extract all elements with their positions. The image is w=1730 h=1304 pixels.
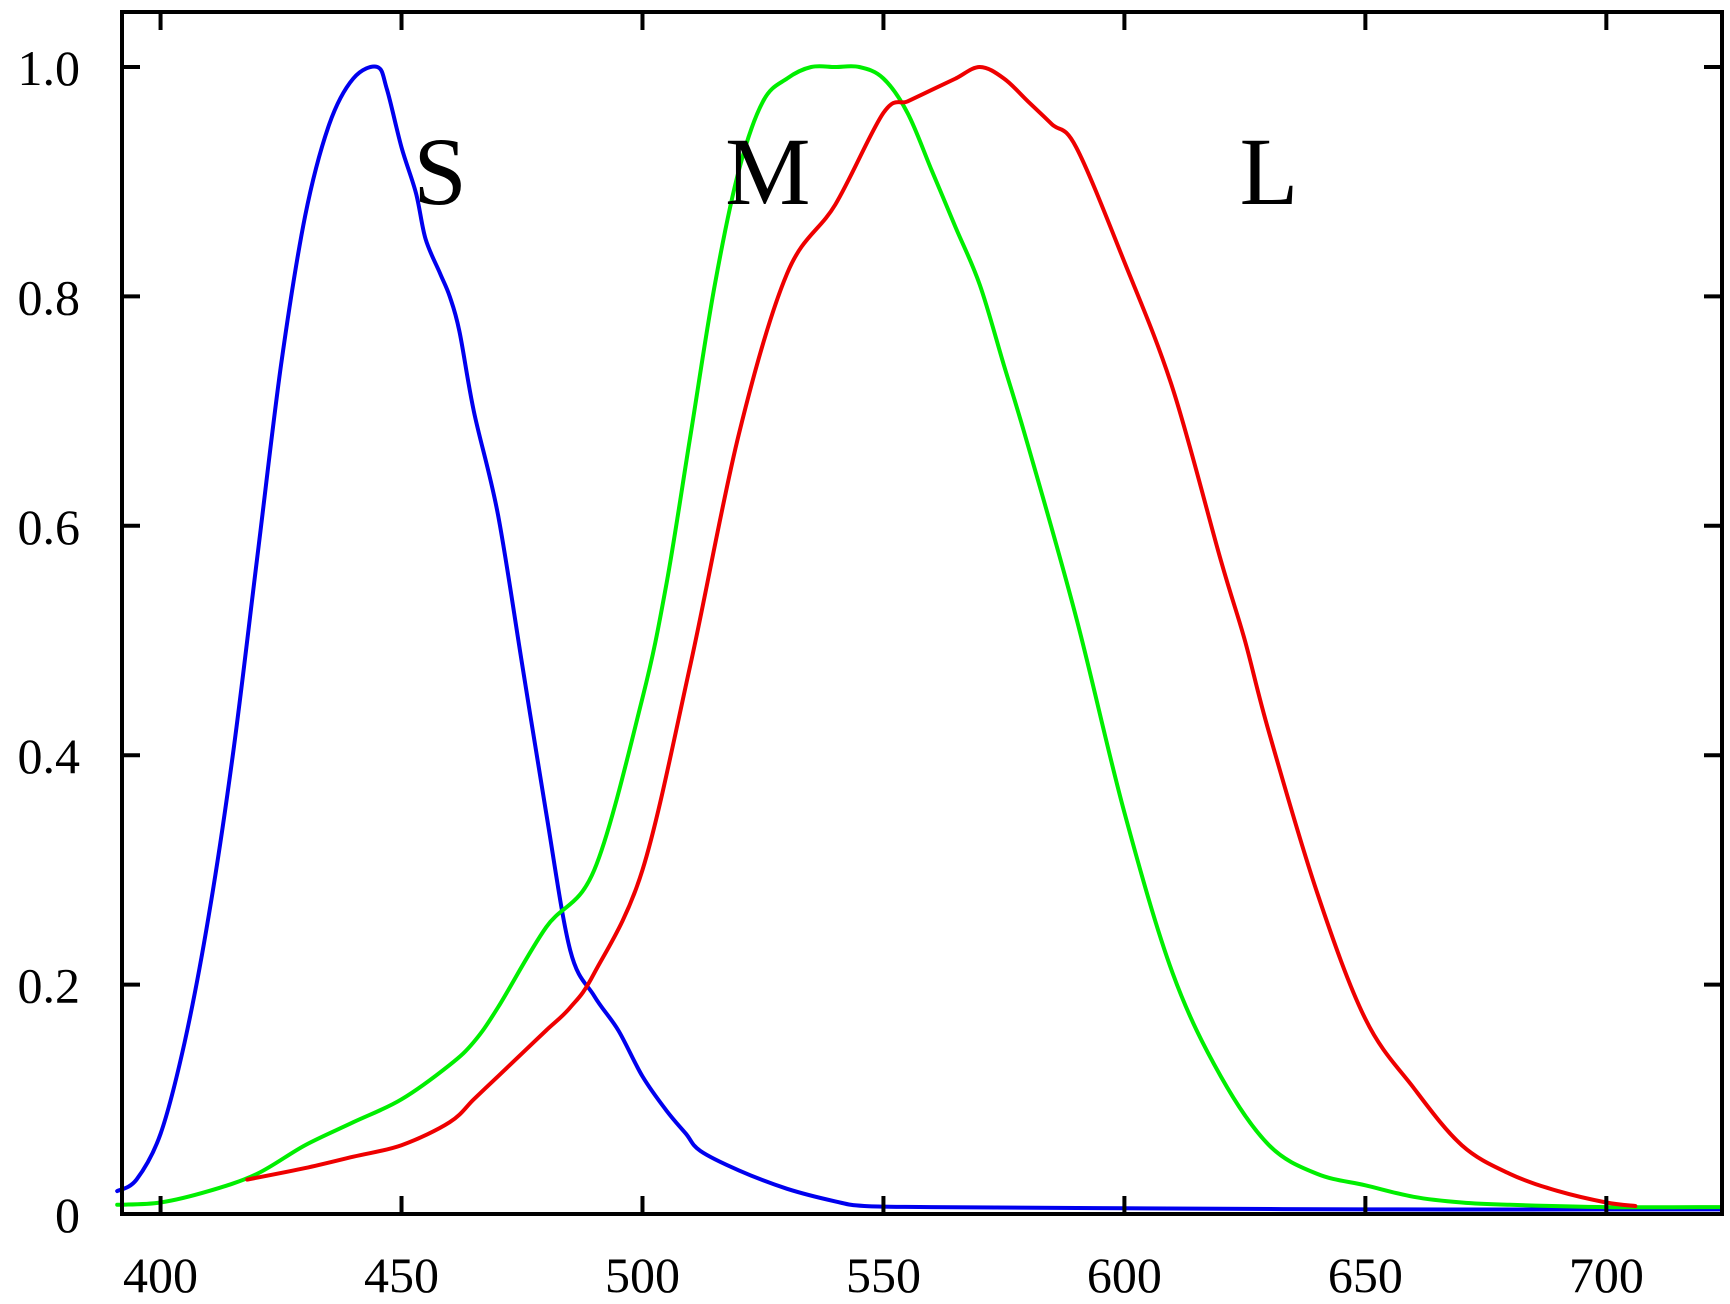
x-tick-label-600: 600 [1087,1247,1162,1303]
labels-layer: S M L 400 450 500 550 600 650 700 0 0.2 0.4 0.6 0.8 1.0 [18,40,1644,1303]
x-tick-label-650: 650 [1328,1247,1403,1303]
series-label-s: S [413,118,466,225]
y-tick-label-1.0: 1.0 [18,40,81,96]
y-tick-label-0.4: 0.4 [18,728,81,784]
plot-frame [120,10,1724,1216]
y-tick-label-0.6: 0.6 [18,499,81,555]
series-line-m [115,64,1724,1210]
curves-layer [115,64,1724,1212]
series-label-m: M [725,118,810,225]
y-tick-label-0.8: 0.8 [18,269,81,325]
series-label-l: L [1240,118,1299,225]
ticks-layer [122,12,1722,1214]
x-tick-label-500: 500 [605,1247,680,1303]
y-tick-label-0: 0 [55,1187,80,1243]
series-line-s [115,64,1724,1212]
x-tick-label-400: 400 [123,1247,198,1303]
series-line-l [245,65,1638,1208]
y-tick-label-0.2: 0.2 [18,958,81,1014]
x-tick-label-450: 450 [364,1247,439,1303]
x-tick-label-550: 550 [846,1247,921,1303]
x-tick-label-700: 700 [1569,1247,1644,1303]
